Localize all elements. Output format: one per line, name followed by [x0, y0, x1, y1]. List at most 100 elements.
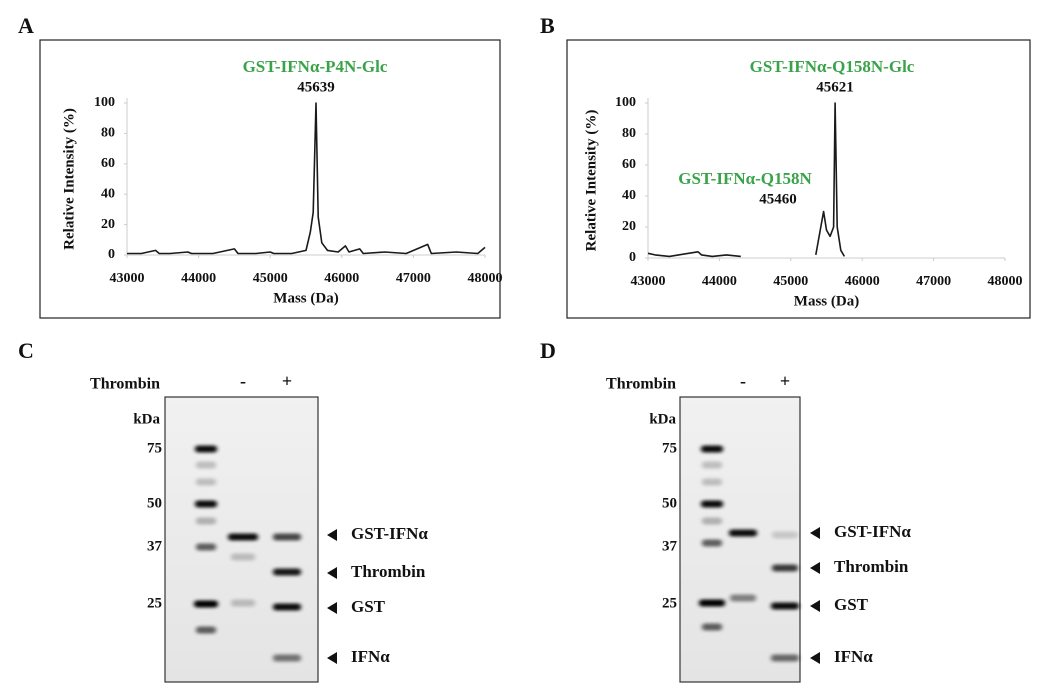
gel-band: [196, 517, 216, 525]
gel-band: [273, 603, 301, 611]
y-tick-label: 80: [622, 126, 636, 141]
gel-band: [699, 599, 725, 607]
x-tick-label: 48000: [468, 271, 503, 286]
y-tick-label: 100: [94, 95, 115, 110]
peak-label: 45621: [816, 79, 854, 95]
treatment-label: Thrombin: [90, 376, 160, 393]
gel-band: [196, 626, 216, 634]
y-tick-label: 20: [101, 217, 115, 232]
marker-unit: kDa: [649, 411, 676, 427]
x-tick-label: 45000: [773, 274, 808, 289]
x-tick-label: 44000: [181, 271, 216, 286]
gel-band: [701, 445, 723, 453]
band-label: IFNα: [351, 647, 390, 666]
marker-label: 75: [662, 440, 677, 456]
lane-label: +: [282, 371, 292, 391]
x-tick-label: 47000: [916, 274, 951, 289]
band-arrow: [810, 600, 820, 612]
peak-label: 45460: [759, 191, 797, 207]
band-label: GST-IFNα: [834, 522, 911, 541]
gel-band: [771, 602, 799, 610]
gel-band: [194, 600, 218, 608]
panel-letter: A: [18, 13, 34, 38]
band-label: GST: [351, 597, 386, 616]
marker-label: 75: [147, 440, 162, 456]
y-axis-label: Relative Intensity (%): [61, 108, 77, 250]
gel-band: [195, 500, 217, 508]
y-tick-label: 20: [622, 219, 636, 234]
band-label: IFNα: [834, 647, 873, 666]
gel-band: [196, 543, 216, 551]
marker-label: 37: [147, 538, 163, 554]
x-tick-label: 43000: [631, 274, 666, 289]
y-tick-label: 0: [108, 247, 115, 262]
y-tick-label: 60: [101, 156, 115, 171]
annotation-title: GST-IFNα-Q158N-Glc: [750, 57, 915, 76]
peak-label: 45639: [297, 79, 335, 95]
band-label: GST: [834, 595, 869, 614]
band-arrow: [810, 652, 820, 664]
lane-label: -: [740, 371, 746, 391]
annotation-title: GST-IFNα-P4N-Glc: [243, 57, 388, 76]
chart-frame: [566, 39, 1031, 319]
gel-band: [273, 568, 301, 576]
x-tick-label: 44000: [702, 274, 737, 289]
chart-frame: [39, 39, 501, 319]
y-tick-label: 60: [622, 157, 636, 172]
gel-band: [702, 517, 722, 525]
marker-label: 25: [147, 595, 162, 611]
band-label: GST-IFNα: [351, 524, 428, 543]
x-tick-label: 46000: [324, 271, 359, 286]
spectrum-line: [647, 102, 846, 258]
band-label: Thrombin: [351, 562, 426, 581]
x-tick-label: 45000: [253, 271, 288, 286]
gel: [679, 396, 801, 683]
marker-label: 37: [662, 538, 678, 554]
gel-band: [772, 531, 798, 539]
gel-band: [771, 654, 799, 662]
spectrum-line: [127, 102, 486, 255]
band-label: Thrombin: [834, 557, 909, 576]
gel-band: [701, 500, 723, 508]
band-arrow: [810, 527, 820, 539]
y-tick-label: 0: [629, 250, 636, 265]
y-axis-label: Relative Intensity (%): [583, 110, 599, 252]
gel-band: [231, 599, 255, 607]
band-arrow: [327, 602, 337, 614]
panel-letter: B: [540, 13, 555, 38]
gel-band: [729, 529, 757, 537]
gel-band: [231, 553, 255, 561]
gel-band: [195, 445, 217, 453]
marker-label: 25: [662, 595, 677, 611]
y-tick-label: 40: [622, 188, 636, 203]
y-tick-label: 80: [101, 126, 115, 141]
x-axis-label: Mass (Da): [794, 293, 859, 309]
gel-band: [730, 594, 756, 602]
gel-band: [702, 623, 722, 631]
panel-letter: D: [540, 338, 556, 363]
x-tick-label: 46000: [845, 274, 880, 289]
marker-label: 50: [662, 495, 677, 511]
gel-band: [702, 461, 722, 469]
gel-band: [702, 539, 722, 547]
lane-label: +: [780, 371, 790, 391]
annotation: GST-IFNα-Q158N: [678, 169, 812, 188]
band-arrow: [327, 652, 337, 664]
x-axis-label: Mass (Da): [273, 290, 338, 306]
band-arrow: [810, 562, 820, 574]
gel-band: [702, 478, 722, 486]
gel-band: [273, 533, 301, 541]
gel-band: [273, 654, 301, 662]
x-tick-label: 43000: [110, 271, 145, 286]
panel-letter: C: [18, 338, 34, 363]
band-arrow: [327, 567, 337, 579]
x-tick-label: 47000: [396, 271, 431, 286]
band-arrow: [327, 529, 337, 541]
gel-band: [228, 533, 258, 541]
marker-unit: kDa: [133, 411, 160, 427]
marker-label: 50: [147, 495, 162, 511]
lane-label: -: [240, 371, 246, 391]
gel-band: [196, 461, 216, 469]
y-tick-label: 40: [101, 186, 115, 201]
